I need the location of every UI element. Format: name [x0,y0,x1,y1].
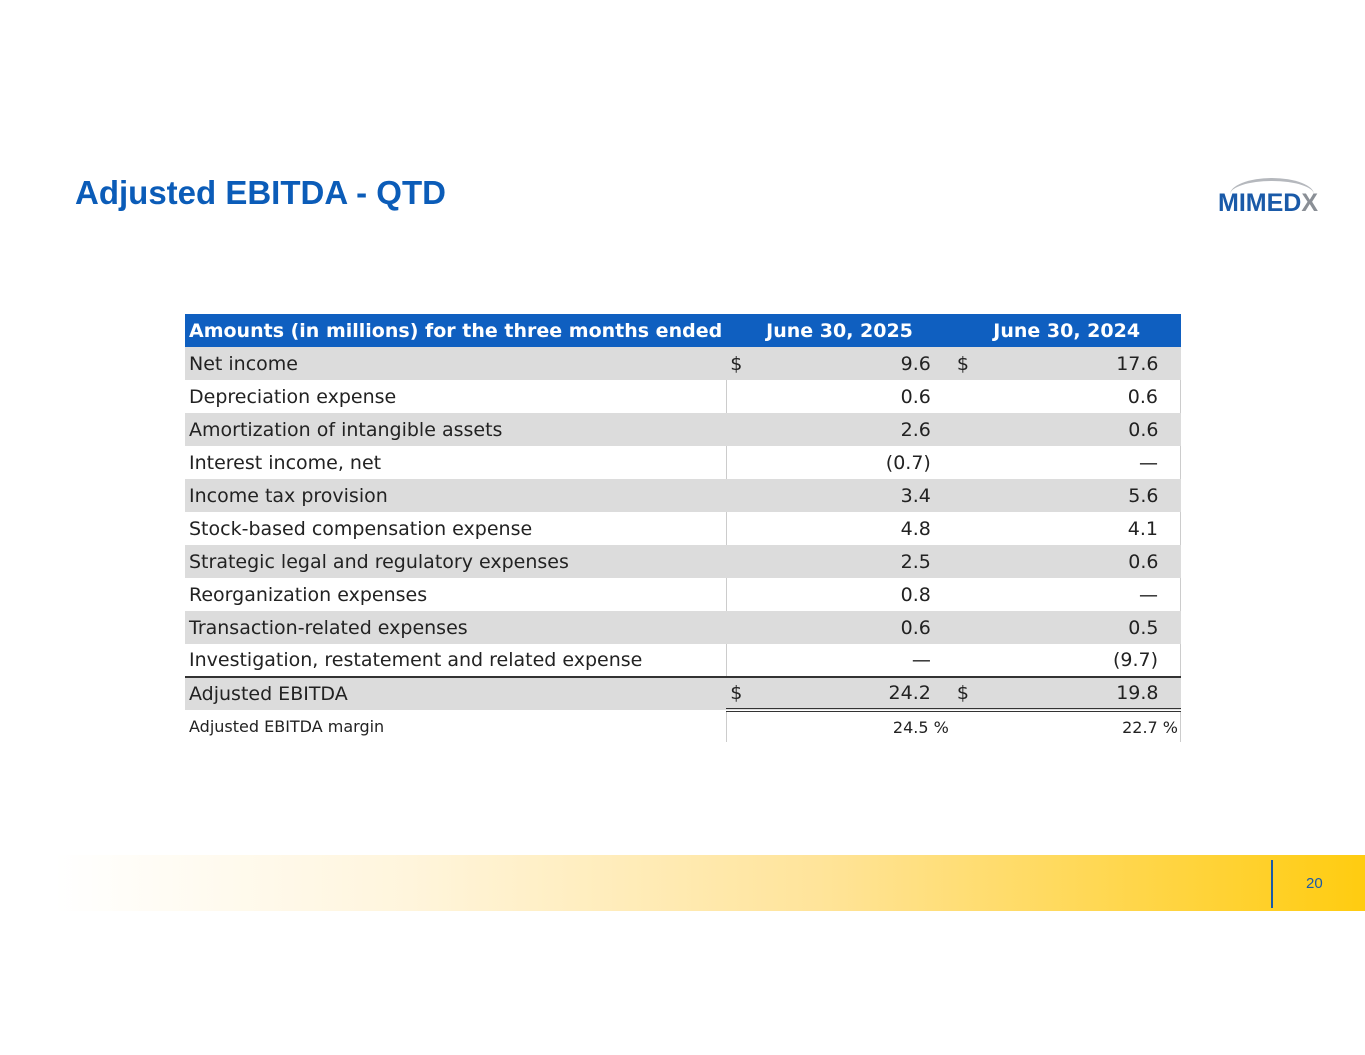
currency-2024: $ [952,347,983,380]
row-label: Transaction-related expenses [185,611,727,644]
currency-2024 [953,446,983,479]
currency-2025 [725,710,757,742]
value-2025: 4.8 [900,517,931,540]
currency-2025: $ [726,347,757,380]
currency-2025 [725,644,757,678]
value-2024: 17.6 [982,347,1181,380]
table-row: Depreciation expense 0.6 0.6 [185,380,1181,413]
row-label: Net income [185,347,727,380]
currency-2025 [726,479,757,512]
value-2024: 0.6 [982,545,1181,578]
value-2025: (0.7) [885,451,931,474]
currency-2024 [953,512,983,545]
value-2025: 0.8 [900,583,931,606]
table-row: Income tax provision 3.4 5.6 [185,479,1181,512]
currency-2025 [725,380,757,413]
currency-2024 [952,413,983,446]
value-2024: — [982,446,1181,479]
table-row: Strategic legal and regulatory expenses … [185,545,1181,578]
row-label: Amortization of intangible assets [185,413,727,446]
row-label: Depreciation expense [189,385,397,408]
currency-2025 [726,413,757,446]
footer-divider [1271,860,1273,908]
header-label: Amounts (in millions) for the three mont… [185,314,727,347]
value-2024: (9.7) [982,644,1181,678]
value-2024: 4.1 [982,512,1181,545]
row-label: Investigation, restatement and related e… [189,649,643,671]
table-row: Amortization of intangible assets 2.6 0.… [185,413,1181,446]
ebitda-table: Amounts (in millions) for the three mont… [185,314,1181,742]
currency-2024 [953,380,983,413]
row-label: Adjusted EBITDA [185,676,727,710]
row-label: Strategic legal and regulatory expenses [185,545,727,578]
table-row: Adjusted EBITDA $ 24.2 $ 19.8 [185,676,1181,712]
table-row: Transaction-related expenses 0.6 0.5 [185,611,1181,644]
value-2025: 9.6 [756,347,953,380]
currency-2025 [726,545,757,578]
table-row: Investigation, restatement and related e… [185,644,1181,678]
currency-2024: $ [952,676,983,712]
value-2024: 0.6 [982,380,1181,413]
value-2024: 22.7 % [982,710,1181,742]
currency-2024 [952,479,983,512]
mimedx-logo: MIMEDX [1216,176,1330,220]
row-label: Stock-based compensation expense [189,517,533,540]
table-row: Net income $ 9.6 $ 17.6 [185,347,1181,380]
value-2024: 19.8 [982,676,1181,712]
currency-2024 [952,545,983,578]
value-2025: — [756,644,953,678]
value-2025: 24.5 % [892,717,949,737]
value-2025: 0.6 [756,611,953,644]
value-2025: 0.6 [900,385,931,408]
row-label: Adjusted EBITDA margin [189,716,385,736]
currency-2025 [726,611,757,644]
currency-2024 [952,644,983,678]
currency-2024 [953,710,983,742]
currency-2025: $ [726,676,757,712]
header-2025: June 30, 2025 [726,314,953,347]
slide-title: Adjusted EBITDA - QTD [75,174,446,211]
currency-2025 [725,578,757,611]
table-row: Reorganization expenses 0.8 — [185,578,1181,611]
table-row: Interest income, net (0.7) — [185,446,1181,479]
table-header: Amounts (in millions) for the three mont… [185,314,1181,347]
table-row: Adjusted EBITDA margin 24.5 % 22.7 % [185,710,1181,742]
header-2024: June 30, 2024 [952,314,1181,347]
row-label: Reorganization expenses [189,583,428,606]
currency-2025 [725,446,757,479]
value-2025: 2.6 [756,413,953,446]
currency-2024 [952,611,983,644]
currency-2024 [953,578,983,611]
value-2024: 5.6 [982,479,1181,512]
row-label: Income tax provision [185,479,727,512]
row-label: Interest income, net [189,451,382,474]
value-2025: 2.5 [756,545,953,578]
currency-2025 [725,512,757,545]
value-2024: — [982,578,1181,611]
footer-band [0,855,1365,911]
value-2025: 24.2 [756,676,953,712]
page-number: 20 [1306,875,1323,892]
value-2024: 0.5 [982,611,1181,644]
value-2025: 3.4 [756,479,953,512]
table-row: Stock-based compensation expense 4.8 4.1 [185,512,1181,545]
value-2024: 0.6 [982,413,1181,446]
